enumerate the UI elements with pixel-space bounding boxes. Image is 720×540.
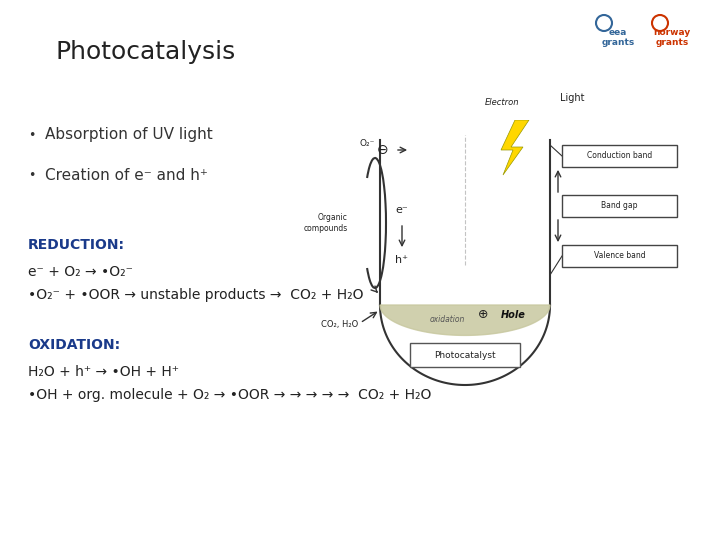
Text: eea
grants: eea grants: [601, 28, 634, 48]
Text: Valence band: Valence band: [594, 252, 645, 260]
Text: CO₂, H₂O: CO₂, H₂O: [320, 321, 358, 329]
Text: Light: Light: [559, 93, 584, 103]
Text: $\oplus$: $\oplus$: [477, 308, 489, 321]
Text: Absorption of UV light: Absorption of UV light: [45, 127, 212, 143]
Text: e⁻: e⁻: [395, 205, 408, 215]
Text: H₂O + h⁺ → •OH + H⁺: H₂O + h⁺ → •OH + H⁺: [28, 365, 179, 379]
Text: Photocatalysis: Photocatalysis: [55, 40, 235, 64]
Bar: [562, 245, 677, 267]
Text: Band gap: Band gap: [601, 201, 638, 211]
Bar: [562, 145, 677, 167]
Text: $\ominus$: $\ominus$: [376, 143, 388, 157]
Text: Conduction band: Conduction band: [587, 152, 652, 160]
Text: h⁺: h⁺: [395, 255, 408, 265]
Text: oxidation: oxidation: [429, 314, 464, 323]
Text: Creation of e⁻ and h⁺: Creation of e⁻ and h⁺: [45, 167, 208, 183]
Polygon shape: [501, 120, 529, 175]
Text: REDUCTION:: REDUCTION:: [28, 238, 125, 252]
Polygon shape: [380, 305, 550, 335]
Text: Electron: Electron: [485, 98, 519, 107]
Text: •O₂⁻ + •OOR → unstable products →  CO₂ + H₂O: •O₂⁻ + •OOR → unstable products → CO₂ + …: [28, 288, 364, 302]
Text: •OH + org. molecule + O₂ → •OOR → → → → →  CO₂ + H₂O: •OH + org. molecule + O₂ → •OOR → → → → …: [28, 388, 431, 402]
Text: Photocatalyst: Photocatalyst: [434, 350, 496, 360]
Text: norway
grants: norway grants: [653, 28, 690, 48]
Text: O₂⁻: O₂⁻: [359, 138, 375, 147]
Text: •: •: [28, 129, 35, 141]
Text: e⁻ + O₂ → •O₂⁻: e⁻ + O₂ → •O₂⁻: [28, 265, 133, 279]
Bar: [410, 343, 520, 367]
Text: Hole: Hole: [500, 310, 526, 320]
Bar: [562, 195, 677, 217]
Text: •: •: [28, 168, 35, 181]
Text: Organic
compounds: Organic compounds: [304, 213, 348, 233]
Text: OXIDATION:: OXIDATION:: [28, 338, 120, 352]
